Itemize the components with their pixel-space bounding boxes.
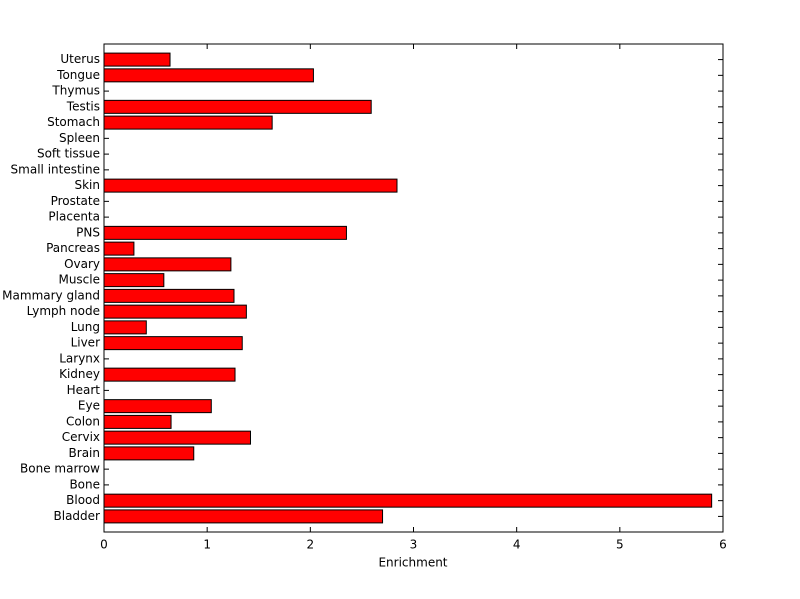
y-tick-label: Prostate (51, 194, 100, 208)
y-tick-label: Tongue (56, 68, 100, 82)
bar (103, 446, 195, 461)
y-tick-label: Stomach (47, 115, 100, 129)
bar (103, 241, 135, 256)
bar (103, 304, 247, 319)
y-tick-label: Bone marrow (20, 462, 100, 476)
y-tick-label: PNS (76, 225, 100, 239)
y-tick-label: Larynx (59, 351, 100, 365)
bar (103, 225, 347, 240)
y-tick-label: Lymph node (27, 304, 100, 318)
x-tick-label: 0 (100, 538, 108, 552)
y-tick-label: Lung (71, 320, 100, 334)
bar (103, 320, 147, 335)
y-tick-label: Small intestine (11, 162, 100, 176)
y-tick-label: Brain (69, 446, 100, 460)
x-tick-label: 4 (513, 538, 521, 552)
bar (103, 257, 232, 272)
x-tick-label: 6 (719, 538, 727, 552)
y-tick-label: Ovary (64, 257, 100, 271)
bar (103, 178, 398, 193)
y-tick-label: Soft tissue (37, 147, 100, 161)
y-tick-label: Muscle (58, 273, 100, 287)
y-tick-label: Colon (66, 414, 100, 428)
y-tick-label: Pancreas (46, 241, 100, 255)
y-tick-label: Kidney (59, 367, 100, 381)
bar (103, 367, 236, 382)
bar (103, 288, 235, 303)
bar (103, 115, 273, 130)
y-tick-label: Heart (67, 383, 101, 397)
bar (103, 336, 243, 351)
x-tick-label: 2 (307, 538, 315, 552)
bar (103, 68, 314, 83)
y-tick-label: Cervix (62, 430, 100, 444)
bar (103, 414, 172, 429)
bar (103, 399, 212, 414)
y-tick-label: Spleen (59, 131, 100, 145)
y-tick-label: Thymus (51, 84, 100, 98)
bar (103, 430, 251, 445)
y-tick-label: Placenta (48, 210, 100, 224)
x-tick-label: 3 (410, 538, 418, 552)
x-tick-label: 5 (616, 538, 624, 552)
bar (103, 99, 372, 114)
y-tick-label: Bone (69, 477, 100, 491)
y-tick-label: Blood (66, 493, 100, 507)
bar (103, 493, 713, 508)
y-tick-label: Liver (71, 336, 101, 350)
y-tick-label: Mammary gland (2, 288, 100, 302)
y-tick-label: Bladder (54, 509, 101, 523)
bar (103, 52, 171, 67)
bar (103, 273, 165, 288)
y-tick-label: Skin (74, 178, 100, 192)
y-tick-label: Testis (66, 99, 100, 113)
y-tick-label: Eye (78, 399, 100, 413)
bar (103, 509, 384, 524)
x-axis-label: Enrichment (378, 556, 447, 570)
x-tick-label: 1 (203, 538, 211, 552)
y-tick-label: Uterus (60, 52, 100, 66)
